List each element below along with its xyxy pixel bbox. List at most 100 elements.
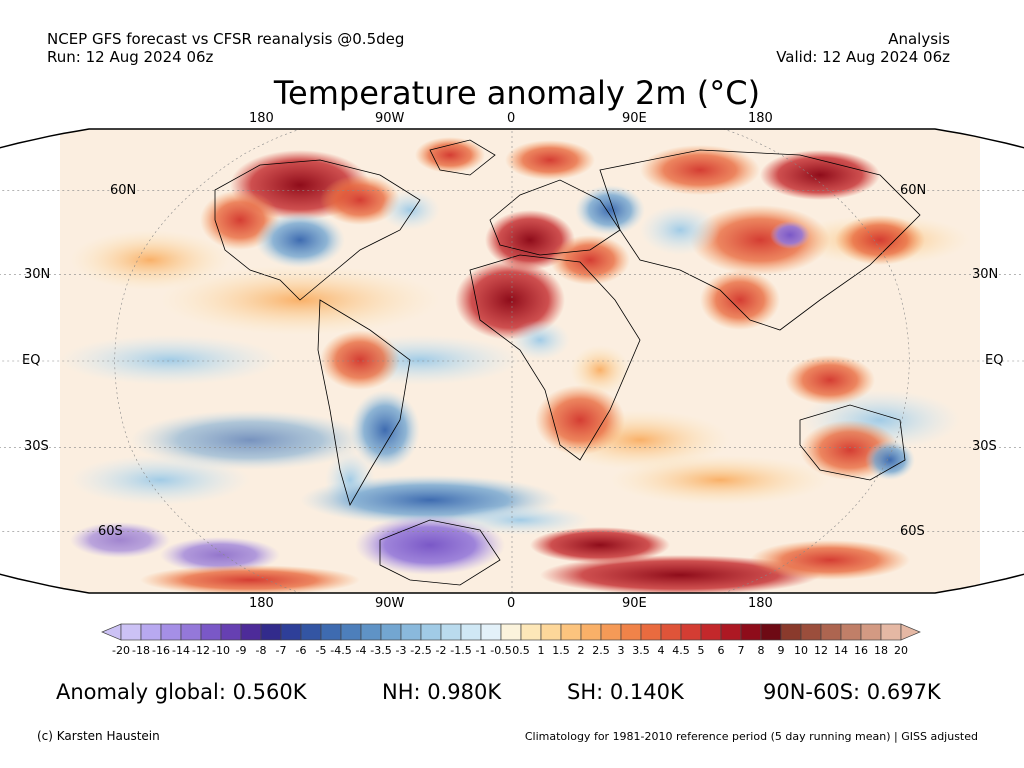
colorbar-swatch	[520, 623, 542, 641]
colorbar-label: -1.5	[450, 644, 472, 657]
north-america-outline	[214, 159, 421, 301]
colorbar-label: 9	[777, 644, 785, 657]
colorbar-label: 16	[854, 644, 868, 657]
lat-tick-right-eq: EQ	[985, 353, 1004, 368]
colorbar-label: -3	[395, 644, 407, 657]
colorbar-swatch	[600, 623, 622, 641]
colorbar-swatch	[140, 623, 162, 641]
colorbar-label: -16	[152, 644, 170, 657]
colorbar-swatch	[680, 623, 702, 641]
colorbar-label: -2	[435, 644, 447, 657]
lon-tick-top-90e: 90E	[622, 111, 647, 126]
colorbar-swatch	[400, 623, 422, 641]
colorbar-swatch	[460, 623, 482, 641]
colorbar-swatch	[420, 623, 442, 641]
colorbar-label: 10	[794, 644, 808, 657]
anomaly-nh: NH: 0.980K	[382, 680, 502, 704]
map-title: Temperature anomaly 2m (°C)	[273, 74, 761, 112]
colorbar-swatch	[220, 623, 242, 641]
lat-tick-right-60s: 60S	[900, 524, 925, 539]
colorbar-swatch	[280, 623, 302, 641]
colorbar-swatch	[180, 623, 202, 641]
colorbar-label: 5	[697, 644, 705, 657]
colorbar-label: -2.5	[410, 644, 432, 657]
colorbar-label: 1.5	[552, 644, 570, 657]
lat-tick-right-60n: 60N	[900, 183, 927, 198]
colorbar-swatch	[500, 623, 522, 641]
header-analysis-label: Analysis	[888, 30, 950, 48]
colorbar-swatch	[760, 623, 782, 641]
coastlines	[214, 139, 921, 586]
colorbar-swatch	[840, 623, 862, 641]
colorbar-label: -14	[172, 644, 190, 657]
lat-tick-right-30s: 30S	[972, 439, 997, 454]
colorbar-swatch	[880, 623, 902, 641]
colorbar-swatch	[660, 623, 682, 641]
colorbar-label: -9	[235, 644, 247, 657]
colorbar-swatch	[800, 623, 822, 641]
lat-tick-left-30s: 30S	[24, 439, 49, 454]
colorbar-swatch	[260, 623, 282, 641]
lon-tick-top-180e: 180	[748, 111, 773, 126]
colorbar-swatch	[320, 623, 342, 641]
colorbar-swatch	[860, 623, 882, 641]
lat-tick-left-60s: 60S	[98, 524, 123, 539]
colorbar-swatch	[380, 623, 402, 641]
lon-tick-bottom-0: 0	[507, 596, 516, 611]
colorbar-swatch	[740, 623, 762, 641]
colorbar-label: -20	[112, 644, 130, 657]
globe-outline	[0, 128, 1024, 594]
header-valid-line: Valid: 12 Aug 2024 06z	[776, 48, 950, 66]
colorbar-label: 1	[537, 644, 545, 657]
colorbar-label: 0.5	[512, 644, 530, 657]
colorbar-swatch	[160, 623, 182, 641]
colorbar-swatch	[120, 623, 142, 641]
colorbar-label: 14	[834, 644, 848, 657]
antarctica-outline	[379, 519, 501, 586]
colorbar-swatch	[200, 623, 222, 641]
lat-tick-left-eq: EQ	[22, 353, 41, 368]
colorbar-swatch	[340, 623, 362, 641]
colorbar-label: 7	[737, 644, 745, 657]
colorbar-label: 6	[717, 644, 725, 657]
colorbar-label: -12	[192, 644, 210, 657]
colorbar-swatch	[620, 623, 642, 641]
colorbar-label: -3.5	[370, 644, 392, 657]
lat-tick-right-30n: 30N	[972, 267, 999, 282]
colorbar-label: -8	[255, 644, 267, 657]
colorbar-label: 2.5	[592, 644, 610, 657]
colorbar-swatch	[720, 623, 742, 641]
colorbar-swatch	[540, 623, 562, 641]
lon-tick-top-90w: 90W	[375, 111, 405, 126]
lon-tick-bottom-180w: 180	[249, 596, 274, 611]
anomaly-90n-60s: 90N-60S: 0.697K	[763, 680, 941, 704]
colorbar-swatch	[360, 623, 382, 641]
africa-outline	[469, 254, 641, 461]
colorbar-label: -10	[212, 644, 230, 657]
anomaly-global: Anomaly global: 0.560K	[56, 680, 307, 704]
colorbar-swatch	[480, 623, 502, 641]
colorbar-swatch	[820, 623, 842, 641]
lat-tick-left-30n: 30N	[24, 267, 51, 282]
colorbar-extend-high	[900, 623, 921, 641]
lon-tick-top-0: 0	[507, 111, 516, 126]
header-run-line: Run: 12 Aug 2024 06z	[47, 48, 214, 66]
header-model-line: NCEP GFS forecast vs CFSR reanalysis @0.…	[47, 30, 405, 48]
colorbar-swatch	[700, 623, 722, 641]
colorbar-label: 8	[757, 644, 765, 657]
colorbar-label: 2	[577, 644, 585, 657]
colorbar-label: -6	[295, 644, 307, 657]
colorbar-label: 3	[617, 644, 625, 657]
greenland-outline	[429, 139, 496, 176]
graticule	[0, 128, 1024, 594]
colorbar-swatch	[440, 623, 462, 641]
colorbar-swatch	[580, 623, 602, 641]
colorbar-label: -0.5	[490, 644, 512, 657]
colorbar-label: -7	[275, 644, 287, 657]
colorbar-swatch	[780, 623, 802, 641]
lon-tick-top-180w: 180	[249, 111, 274, 126]
lon-tick-bottom-90e: 90E	[622, 596, 647, 611]
colorbar-swatch	[560, 623, 582, 641]
